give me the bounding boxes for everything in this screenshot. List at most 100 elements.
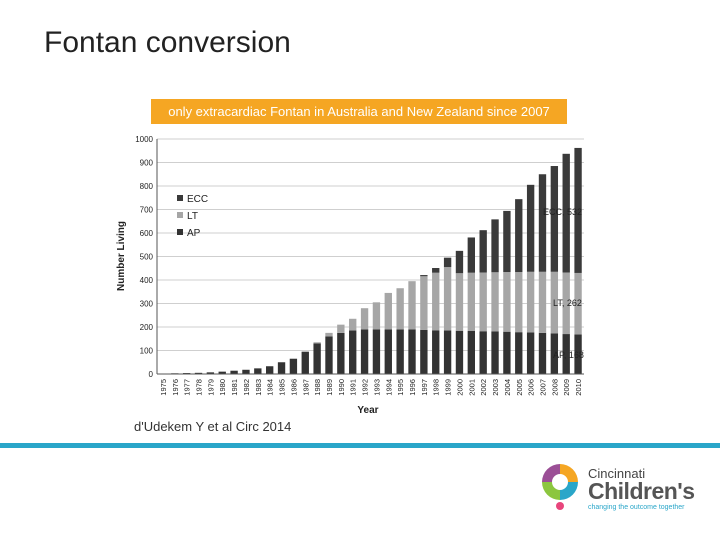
y-tick-label: 500 [140,253,154,262]
bar-ap-1996 [408,329,416,374]
logo-mark-icon [542,464,578,510]
x-tick-label: 1977 [183,379,192,396]
subtitle-banner: only extracardiac Fontan in Australia an… [151,99,567,124]
legend-swatch-ap [177,229,183,235]
bar-ap-1990 [337,332,345,374]
x-tick-label: 1975 [159,379,168,396]
x-axis-label: Year [357,405,378,416]
x-tick-label: 1992 [361,379,370,396]
x-tick-label: 2004 [503,379,512,396]
y-tick-label: 200 [140,323,154,332]
y-tick-label: 400 [140,276,154,285]
bar-lt-2009 [562,272,570,335]
bar-lt-2007 [538,271,547,333]
bar-ap-1985 [277,362,286,374]
bar-ap-1987 [301,351,309,374]
x-tick-label: 2003 [491,379,500,396]
x-tick-label: 1987 [301,379,310,396]
bar-ap-1983 [254,368,262,374]
annotation-ap: AP, 168 [553,350,584,360]
legend-label-lt: LT [187,211,198,222]
bar-lt-1990 [337,324,345,333]
bar-lt-1992 [360,308,369,330]
x-tick-label: 1989 [325,379,334,396]
bar-lt-2002 [479,272,487,332]
bar-ap-1997 [420,329,428,374]
legend-label-ap: AP [187,228,201,239]
bar-ap-1992 [360,329,369,374]
x-tick-label: 1983 [254,379,263,396]
bar-ap-1978 [194,372,203,374]
bar-ap-1995 [396,329,404,374]
bar-ap-2002 [479,331,487,374]
hospital-logo: Cincinnati Children's changing the outco… [538,458,718,518]
x-tick-label: 2000 [455,379,464,396]
stacked-bar-chart: 0 100 200 300 400 500 600 700 800 900 1000 1975 1976… [112,128,592,420]
bar-lt-2006 [526,271,535,333]
annotation-ecc: ECC, 532 [543,207,582,217]
x-tick-label: 1985 [278,379,287,396]
chart-svg: 0 100 200 300 400 500 600 700 800 900 1000 1975 1976… [116,135,584,416]
y-tick-label: 300 [140,300,154,309]
x-tick-label: 2005 [515,379,524,396]
bar-ecc-1997 [420,275,428,277]
bar-lt-2004 [503,272,511,332]
bar-ecc-2010 [574,147,582,273]
bar-lt-1997 [420,276,428,330]
bar-ap-1979 [206,372,215,374]
annotation-lt: LT, 262 [553,298,582,308]
bar-ap-2010 [574,334,582,374]
y-tick-label: 100 [140,347,154,356]
bar-ap-2005 [515,332,523,374]
bar-ap-1981 [230,370,238,374]
bar-lt-2005 [515,272,523,333]
bar-ecc-2005 [515,199,523,273]
bar-ap-1994 [384,329,392,374]
legend-label-ecc: ECC [187,194,208,205]
bar-ecc-2003 [491,219,499,273]
bar-ap-1982 [242,369,250,374]
footer-rule [0,443,720,448]
bar-lt-2001 [467,272,475,331]
logo-tagline: changing the outcome together [588,504,685,511]
bar-ap-1998 [432,330,440,374]
logo-line1: Cincinnati [588,466,646,481]
logo-line2: Children's [588,478,695,504]
bar-ap-2004 [503,331,511,374]
bar-ap-1991 [349,330,357,374]
bar-ecc-2002 [479,230,487,273]
x-tick-label: 2009 [562,379,571,396]
bar-ap-1986 [289,358,298,374]
x-tick-label: 1981 [230,379,239,396]
bar-lt-1998 [432,272,440,331]
bar-ap-2009 [562,334,570,374]
bar-lt-1999 [443,267,452,331]
y-tick-label: 700 [140,206,154,215]
bar-lt-1995 [396,288,404,330]
bar-lt-2008 [550,271,559,334]
x-tick-label: 1986 [289,379,298,396]
x-tick-label: 2010 [574,379,583,396]
bar-ap-1984 [266,366,274,374]
citation: d'Udekem Y et al Circ 2014 [134,419,292,434]
bar-ecc-2000 [455,250,464,274]
chart-legend: ECC LT AP [177,194,208,239]
x-tick-label: 1991 [349,379,358,396]
bar-ecc-2008 [550,166,559,272]
x-tick-label: 1984 [266,379,275,396]
bar-ap-1993 [372,329,381,374]
bar-ecc-1999 [443,257,452,268]
x-tick-label: 2007 [538,379,547,396]
x-tick-label: 1990 [337,379,346,396]
y-tick-label: 0 [149,370,154,379]
x-tick-label: 1994 [384,379,393,396]
x-tick-label: 1980 [218,379,227,396]
bar-ecc-2004 [503,210,511,273]
x-tick-label: 1982 [242,379,251,396]
bar-lt-1991 [349,318,357,331]
bar-lt-1994 [384,292,392,330]
bar-ap-1988 [313,343,321,374]
bar-ap-2008 [550,333,559,374]
y-tick-label: 600 [140,229,154,238]
bar-ap-1999 [443,330,452,374]
